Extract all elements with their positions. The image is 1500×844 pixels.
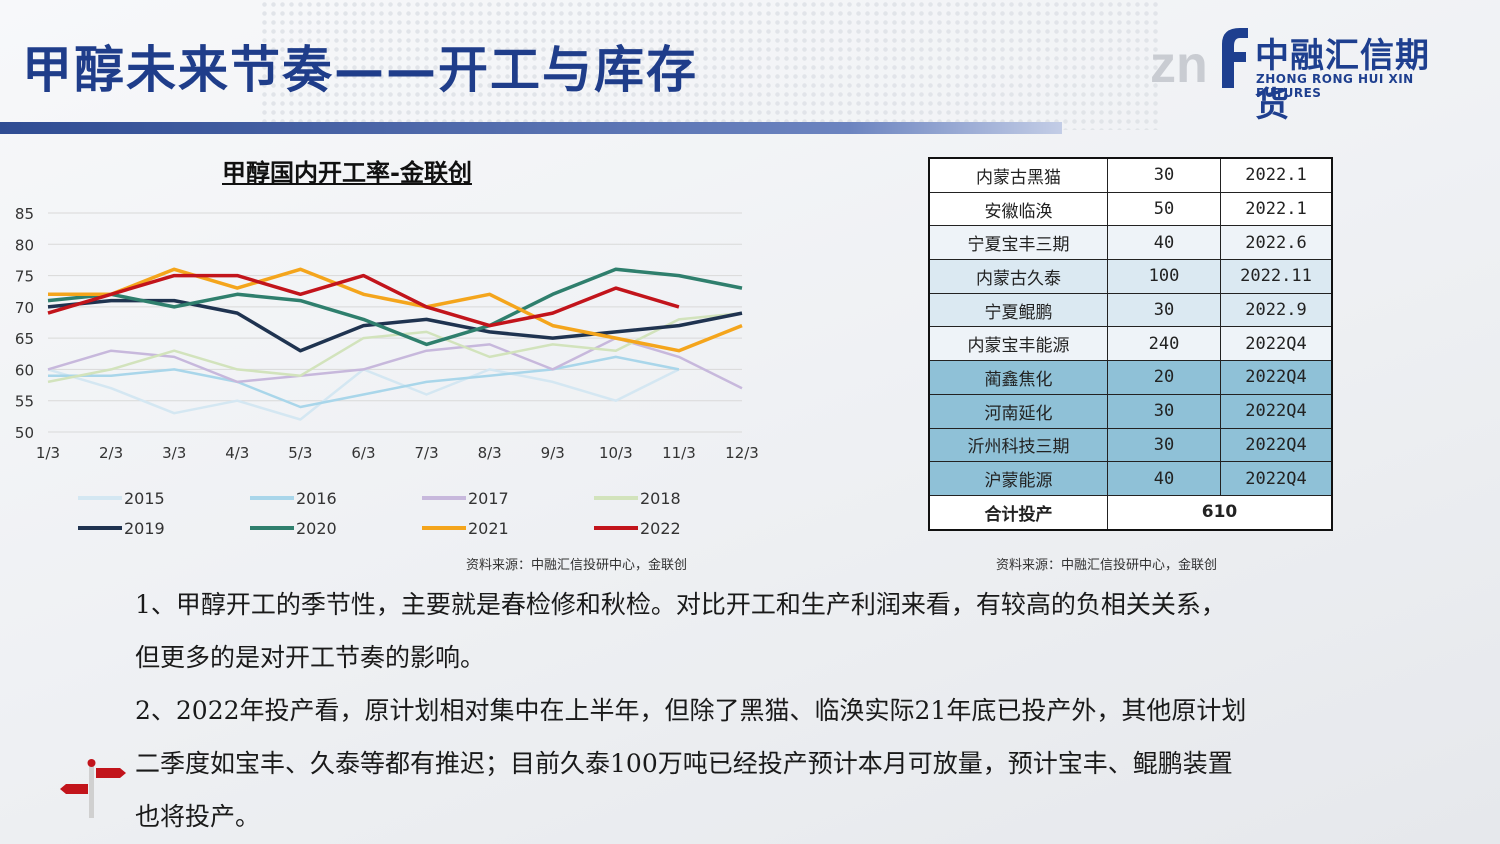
table-cell-date: 2022Q4 [1220, 360, 1333, 395]
legend-label: 2021 [468, 519, 509, 538]
y-tick-label: 50 [15, 424, 34, 442]
table-row: 沪蒙能源 40 2022Q4 [928, 461, 1333, 496]
table-cell-capacity: 50 [1107, 191, 1221, 227]
table-cell-name: 河南延化 [928, 393, 1108, 429]
table-cell-capacity: 30 [1107, 427, 1221, 463]
table-row: 河南延化 30 2022Q4 [928, 393, 1333, 429]
chart-title: 甲醇国内开工率-金联创 [222, 159, 472, 187]
table-source: 资料来源：中融汇信投研中心，金联创 [996, 558, 1218, 573]
header-divider [0, 122, 1062, 134]
total-label: 合计投产 [928, 494, 1108, 531]
series-line-2016 [48, 355, 680, 409]
x-tick-label: 3/3 [162, 444, 186, 462]
chart-source: 资料来源：中融汇信投研中心，金联创 [466, 558, 688, 573]
logo-text-cn: 中融汇信期货 [1255, 36, 1430, 125]
paragraph-2-line-2: 二季度如宝丰、久泰等都有推迟；目前久泰100万吨已经投产预计本月可放量，预计宝丰… [135, 749, 1233, 778]
signpost-icon [60, 759, 126, 818]
table-cell-capacity: 30 [1107, 157, 1221, 193]
x-tick-label: 6/3 [351, 444, 375, 462]
legend-label: 2018 [640, 489, 681, 508]
table-row: 内蒙古久泰 100 2022.11 [928, 259, 1333, 294]
x-tick-label: 7/3 [414, 444, 438, 462]
table-cell-date: 2022Q4 [1220, 326, 1333, 362]
x-tick-label: 8/3 [478, 444, 502, 462]
table-row: 蔺鑫焦化 20 2022Q4 [928, 360, 1333, 395]
paragraph-2: 2、2022年投产看，原计划相对集中在上半年，但除了黑猫、临涣实际21年底已投产… [135, 684, 1246, 843]
table-cell-name: 蔺鑫焦化 [928, 360, 1108, 395]
table-total-row: 合计投产 610 [928, 494, 1333, 531]
x-tick-label: 2/3 [99, 444, 123, 462]
total-value: 610 [1107, 494, 1333, 531]
table-cell-date: 2022Q4 [1220, 393, 1333, 429]
table-cell-date: 2022.6 [1220, 225, 1333, 261]
table-row: 宁夏鲲鹏 30 2022.9 [928, 292, 1333, 328]
table-row: 沂州科技三期 30 2022Q4 [928, 427, 1333, 463]
logo-text-en: ZHONG RONG HUI XIN FUTURES [1256, 72, 1414, 100]
paragraph-2-line-1: 2、2022年投产看，原计划相对集中在上半年，但除了黑猫、临涣实际21年底已投产… [135, 696, 1247, 725]
table-cell-date: 2022Q4 [1220, 461, 1333, 496]
table-row: 内蒙宝丰能源 240 2022Q4 [928, 326, 1333, 362]
x-tick-label: 5/3 [288, 444, 312, 462]
table-cell-capacity: 20 [1107, 360, 1221, 395]
y-tick-label: 60 [15, 361, 34, 379]
y-tick-label: 65 [15, 330, 34, 348]
table-cell-name: 内蒙古久泰 [928, 259, 1108, 294]
series-line-2019 [47, 298, 743, 353]
table-row: 内蒙古黑猫 30 2022.1 [928, 157, 1333, 193]
table-cell-name: 沪蒙能源 [928, 461, 1108, 496]
paragraph-2-line-3: 也将投产。 [135, 802, 261, 831]
x-tick-label: 11/3 [662, 444, 696, 462]
table-cell-name: 内蒙宝丰能源 [928, 326, 1108, 362]
table-cell-capacity: 40 [1107, 225, 1221, 261]
legend-label: 2016 [296, 489, 337, 508]
y-tick-label: 70 [15, 299, 34, 317]
series-line-2018 [47, 311, 743, 384]
table-cell-capacity: 30 [1107, 393, 1221, 429]
y-tick-label: 55 [15, 393, 34, 411]
company-logo: zn 中融汇信期货 ZHONG RONG HUI XIN FUTURES [1150, 22, 1460, 125]
series-line-2022 [47, 273, 680, 328]
table-cell-capacity: 100 [1107, 259, 1221, 294]
x-tick-label: 1/3 [36, 444, 60, 462]
x-tick-label: 9/3 [541, 444, 565, 462]
table-cell-name: 宁夏宝丰三期 [928, 225, 1108, 261]
paragraph-1-line-2: 但更多的是对开工节奏的影响。 [135, 643, 486, 672]
svg-text:zn: zn [1150, 36, 1208, 90]
table-cell-name: 安徽临涣 [928, 191, 1108, 227]
table-cell-date: 2022.11 [1220, 259, 1333, 294]
table-cell-capacity: 40 [1107, 461, 1221, 496]
logo-mark-icon: zn [1150, 28, 1248, 90]
table-cell-date: 2022.1 [1220, 191, 1333, 227]
table-cell-capacity: 240 [1107, 326, 1221, 362]
series-line-2020 [47, 267, 743, 347]
table-cell-date: 2022.1 [1220, 157, 1333, 193]
table-cell-date: 2022Q4 [1220, 427, 1333, 463]
paragraph-1-line-1: 1、甲醇开工的季节性，主要就是春检修和秋检。对比开工和生产利润来看，有较高的负相… [135, 590, 1226, 619]
x-tick-label: 12/3 [725, 444, 759, 462]
y-tick-label: 75 [15, 268, 34, 286]
capacity-table: 内蒙古黑猫 30 2022.1 安徽临涣 50 2022.1 宁夏宝丰三期 40 2022.6 内… [928, 157, 1333, 531]
table-row: 安徽临涣 50 2022.1 [928, 191, 1333, 227]
x-tick-label: 4/3 [225, 444, 249, 462]
page-title: 甲醇未来节奏——开工与库存 [22, 41, 698, 99]
paragraph-1: 1、甲醇开工的季节性，主要就是春检修和秋检。对比开工和生产利润来看，有较高的负相… [135, 578, 1226, 684]
table-row: 宁夏宝丰三期 40 2022.6 [928, 225, 1333, 261]
operating-rate-chart: 50 55 60 65 70 75 80 85 1/3 2/3 3/3 4/3 5/3 6/3 7/3 8/3… [15, 205, 759, 538]
series-line-2021 [48, 267, 743, 353]
legend-label: 2017 [468, 489, 509, 508]
legend-label: 2019 [124, 519, 165, 538]
table-cell-name: 沂州科技三期 [928, 427, 1108, 463]
table-cell-name: 宁夏鲲鹏 [928, 292, 1108, 328]
table-cell-date: 2022.9 [1220, 292, 1333, 328]
legend-label: 2020 [296, 519, 337, 538]
y-tick-label: 80 [15, 236, 34, 254]
table-cell-capacity: 30 [1107, 292, 1221, 328]
legend-label: 2015 [124, 489, 165, 508]
world-map-background [260, 0, 1160, 130]
x-tick-label: 10/3 [599, 444, 633, 462]
table-cell-name: 内蒙古黑猫 [928, 157, 1108, 193]
legend-label: 2022 [640, 519, 681, 538]
y-tick-label: 85 [15, 205, 34, 223]
